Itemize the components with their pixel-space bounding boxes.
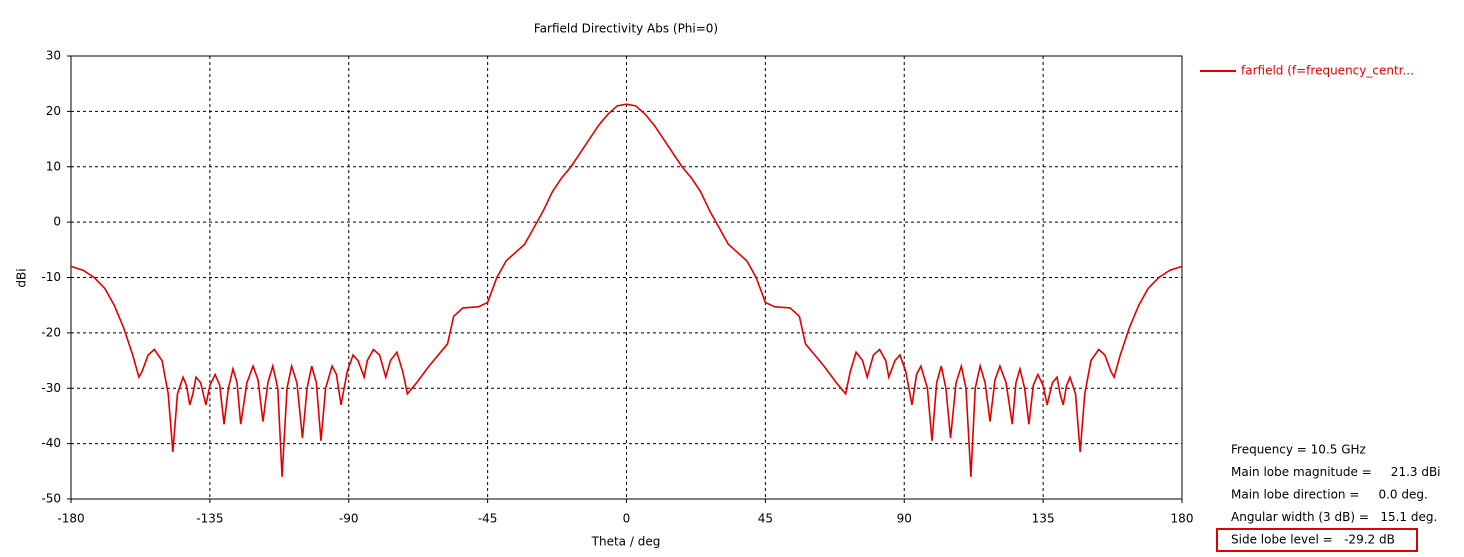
x-tick-label: -135 [196,512,223,526]
plot-frame [70,55,1183,500]
chart-title: Farfield Directivity Abs (Phi=0) [534,22,718,36]
annotation: Main lobe direction = 0.0 deg. [1231,488,1428,502]
annotation: Main lobe magnitude = 21.3 dBi [1231,465,1441,479]
y-tick-label: 30 [46,49,61,63]
y-tick-label: -30 [41,381,61,395]
annotation: Side lobe level = -29.2 dB [1231,533,1395,547]
y-tick-label: -40 [41,436,61,450]
data-line [70,103,1183,477]
y-tick-label: -50 [41,492,61,506]
x-tick-label: 0 [623,512,631,526]
y-tick-label: -10 [41,270,61,284]
y-tick-label: 20 [46,104,61,118]
x-tick-label: -90 [339,512,359,526]
y-tick-label: 10 [46,159,61,173]
y-tick-label: 0 [53,215,61,229]
x-tick-label: 135 [1032,512,1055,526]
annotation: Frequency = 10.5 GHz [1231,443,1366,457]
x-tick-label: 45 [758,512,773,526]
highlight-box [1216,528,1418,552]
y-axis-label: dBi [15,268,29,287]
x-tick-label: -180 [57,512,84,526]
y-tick-label: -20 [41,325,61,339]
annotation: Angular width (3 dB) = 15.1 deg. [1231,510,1437,524]
x-tick-label: 90 [897,512,912,526]
legend-label: farfield (f=frequency_centr... [1241,64,1414,78]
x-axis-label: Theta / deg [591,535,661,549]
x-tick-label: 180 [1171,512,1194,526]
x-tick-label: -45 [478,512,498,526]
